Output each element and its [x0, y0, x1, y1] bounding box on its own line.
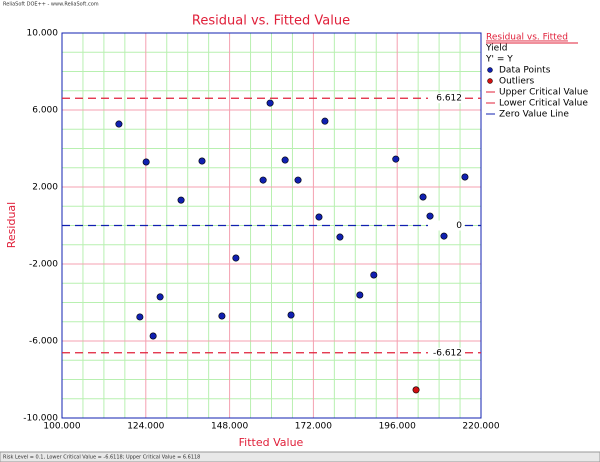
data-point	[177, 196, 185, 204]
data-point	[149, 332, 157, 340]
y-tick-label: -10.000	[23, 414, 58, 424]
data-point	[426, 212, 434, 220]
data-point	[321, 117, 329, 125]
data-point	[198, 157, 206, 165]
reference-label: -6.612	[433, 348, 462, 358]
data-point	[315, 213, 323, 221]
reference-label-bg	[428, 220, 464, 231]
data-point	[392, 155, 400, 163]
data-point	[336, 233, 344, 241]
chart-title: Residual vs. Fitted Value	[192, 14, 350, 29]
data-point	[370, 271, 378, 279]
x-tick-label: 172.000	[295, 422, 332, 432]
status-bar	[0, 451, 600, 462]
legend-marker	[487, 67, 493, 73]
legend-label: Upper Critical Value	[499, 88, 589, 98]
data-point	[461, 173, 469, 181]
x-tick-label: 124.000	[127, 422, 164, 432]
x-tick-label: 100.000	[43, 422, 80, 432]
data-point	[156, 293, 164, 301]
reference-label: 6.612	[436, 94, 462, 104]
y-tick-label: 10.000	[27, 29, 59, 39]
legend-title: Residual vs. Fitted	[486, 33, 568, 43]
legend-subtitle: Y' = Y	[485, 55, 513, 65]
data-point	[142, 158, 150, 166]
y-tick-label: -6.000	[29, 337, 58, 347]
header-text: ReliaSoft DOE++ - www.ReliaSoft.com	[3, 2, 99, 8]
x-tick-label: 196.000	[379, 422, 416, 432]
y-tick-label: -2.000	[29, 260, 58, 270]
status-text: Risk Level = 0.1, Lower Critical Value =…	[3, 455, 200, 461]
legend-label: Zero Value Line	[499, 110, 569, 120]
reference-label-bg	[428, 93, 464, 104]
data-point	[412, 386, 420, 394]
y-tick-label: 6.000	[32, 106, 58, 116]
data-point	[259, 176, 267, 184]
legend-label: Outliers	[499, 77, 535, 87]
x-axis-label: Fitted Value	[239, 436, 304, 449]
data-point	[356, 291, 364, 299]
legend-subtitle: Yield	[485, 44, 507, 54]
data-point	[136, 313, 144, 321]
data-point	[440, 232, 448, 240]
data-point	[218, 312, 226, 320]
data-point	[419, 193, 427, 201]
data-point	[266, 99, 274, 107]
y-tick-label: 2.000	[32, 183, 58, 193]
y-axis-label: Residual	[5, 202, 18, 248]
data-point	[281, 156, 289, 164]
x-tick-label: 148.000	[211, 422, 248, 432]
data-point	[232, 254, 240, 262]
data-point	[294, 176, 302, 184]
legend-label: Lower Critical Value	[499, 99, 588, 109]
data-point	[115, 120, 123, 128]
reference-label-bg	[428, 347, 464, 358]
legend-label: Data Points	[499, 66, 551, 76]
data-point	[287, 311, 295, 319]
x-tick-label: 220.000	[462, 422, 499, 432]
legend-marker	[487, 78, 493, 84]
reference-label: 0	[456, 221, 462, 231]
